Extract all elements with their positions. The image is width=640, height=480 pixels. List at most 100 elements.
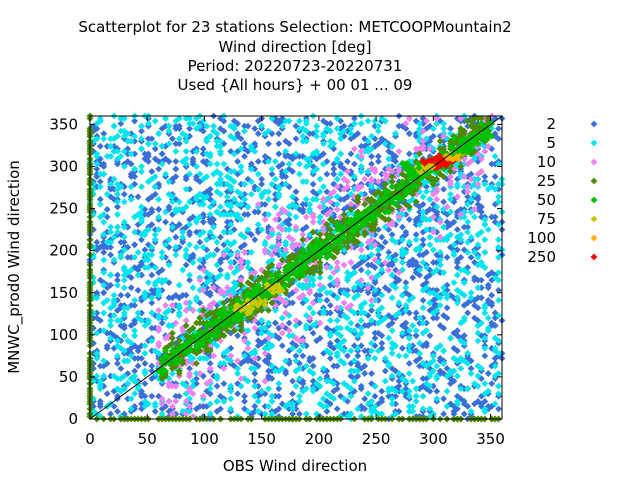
- scatter-point-50: [203, 327, 211, 335]
- scatter-point-5: [275, 193, 283, 201]
- scatter-point-5: [292, 322, 300, 329]
- scatter-point-25: [182, 322, 190, 329]
- scatter-point-5: [244, 339, 252, 347]
- scatter-point-5: [282, 180, 290, 188]
- scatter-point-5: [399, 236, 406, 244]
- scatter-point-5: [296, 125, 303, 133]
- scatter-point-25: [399, 170, 406, 178]
- scatter-point-5: [357, 301, 365, 309]
- scatter-point-5: [182, 137, 190, 145]
- scatter-point-5: [457, 289, 465, 297]
- scatter-point-25: [169, 329, 176, 337]
- scatter-point-25: [223, 327, 231, 335]
- scatter-point-5: [165, 122, 173, 130]
- scatter-point-5: [141, 367, 149, 375]
- scatter-point-5: [385, 254, 393, 261]
- scatter-point-5: [90, 377, 97, 385]
- scatter-point-2: [175, 140, 183, 148]
- scatter-point-5: [481, 304, 489, 312]
- scatter-point-5: [261, 130, 269, 138]
- scatter-point-5: [350, 284, 358, 292]
- scatter-point-10: [237, 256, 245, 264]
- scatter-point-5: [450, 241, 458, 249]
- scatter-point-5: [302, 137, 310, 145]
- scatter-point-5: [103, 153, 111, 160]
- scatter-point-5: [206, 153, 214, 160]
- scatter-point-5: [151, 236, 159, 244]
- scatter-point-2: [361, 347, 369, 355]
- scatter-point-25: [323, 221, 331, 228]
- scatter-point-5: [447, 231, 454, 239]
- scatter-point-5: [419, 392, 427, 400]
- scatter-point-5: [158, 254, 166, 261]
- scatter-point-5: [223, 200, 231, 208]
- scatter-point-2: [114, 307, 121, 314]
- scatter-point-2: [447, 221, 454, 228]
- scatter-point-2: [117, 291, 125, 299]
- scatter-point-5: [151, 173, 159, 180]
- scatter-point-2: [433, 314, 441, 322]
- scatter-point-2: [148, 392, 156, 400]
- scatter-point-5: [103, 238, 111, 246]
- scatter-point-25: [474, 115, 482, 122]
- scatter-point-5: [103, 296, 111, 304]
- scatter-point-10: [199, 392, 207, 400]
- scatter-point-5: [230, 150, 238, 158]
- scatter-point-10: [292, 223, 300, 231]
- scatter-point-2: [179, 291, 187, 299]
- scatter-point-5: [162, 115, 169, 122]
- scatter-point-5: [203, 355, 211, 362]
- scatter-point-5: [419, 319, 427, 327]
- scatter-point-5: [268, 410, 276, 418]
- scatter-point-25: [467, 122, 475, 130]
- scatter-point-10: [357, 246, 365, 254]
- scatter-point-2: [203, 160, 211, 168]
- scatter-point-5: [223, 246, 231, 254]
- scatter-point-50: [210, 319, 217, 327]
- scatter-point-5: [296, 365, 303, 372]
- scatter-point-2: [206, 390, 214, 398]
- scatter-point-5: [340, 380, 348, 388]
- scatter-point-25: [416, 150, 423, 158]
- scatter-point-2: [289, 339, 296, 347]
- scatter-point-5: [443, 291, 451, 299]
- scatter-point-5: [309, 281, 317, 289]
- scatter-point-10: [220, 365, 228, 372]
- scatter-point-5: [227, 211, 235, 218]
- scatter-point-2: [96, 243, 104, 251]
- scatter-point-50: [244, 289, 252, 297]
- scatter-point-5: [90, 243, 97, 251]
- scatter-point-10: [172, 319, 180, 327]
- scatter-point-25: [467, 117, 475, 125]
- scatter-point-5: [285, 160, 293, 168]
- scatter-point-5: [416, 137, 423, 145]
- scatter-point-2: [419, 115, 427, 122]
- scatter-point-2: [405, 130, 413, 138]
- scatter-point-5: [114, 132, 121, 140]
- scatter-point-2: [409, 347, 417, 355]
- scatter-point-5: [162, 170, 169, 178]
- scatter-point-5: [210, 223, 217, 231]
- scatter-point-2: [138, 309, 145, 317]
- scatter-point-5: [203, 173, 211, 180]
- scatter-point-2: [100, 160, 108, 168]
- scatter-point-5: [326, 349, 334, 357]
- scatter-point-5: [326, 317, 334, 324]
- scatter-point-2: [251, 208, 259, 216]
- scatter-point-25: [306, 269, 314, 276]
- scatter-point-5: [275, 367, 283, 375]
- scatter-point-5: [110, 301, 118, 309]
- scatter-point-5: [227, 221, 235, 228]
- scatter-point-2: [419, 296, 427, 304]
- scatter-point-2: [186, 276, 193, 284]
- scatter-point-2: [429, 314, 437, 322]
- scatter-point-2: [254, 130, 262, 138]
- scatter-point-5: [433, 120, 441, 127]
- scatter-point-5: [193, 370, 200, 377]
- scatter-point-5: [299, 132, 307, 140]
- scatter-point-2: [261, 153, 269, 160]
- scatter-point-2: [364, 322, 372, 329]
- scatter-point-5: [141, 294, 149, 302]
- scatter-point-10: [162, 334, 169, 342]
- scatter-point-2: [100, 130, 108, 138]
